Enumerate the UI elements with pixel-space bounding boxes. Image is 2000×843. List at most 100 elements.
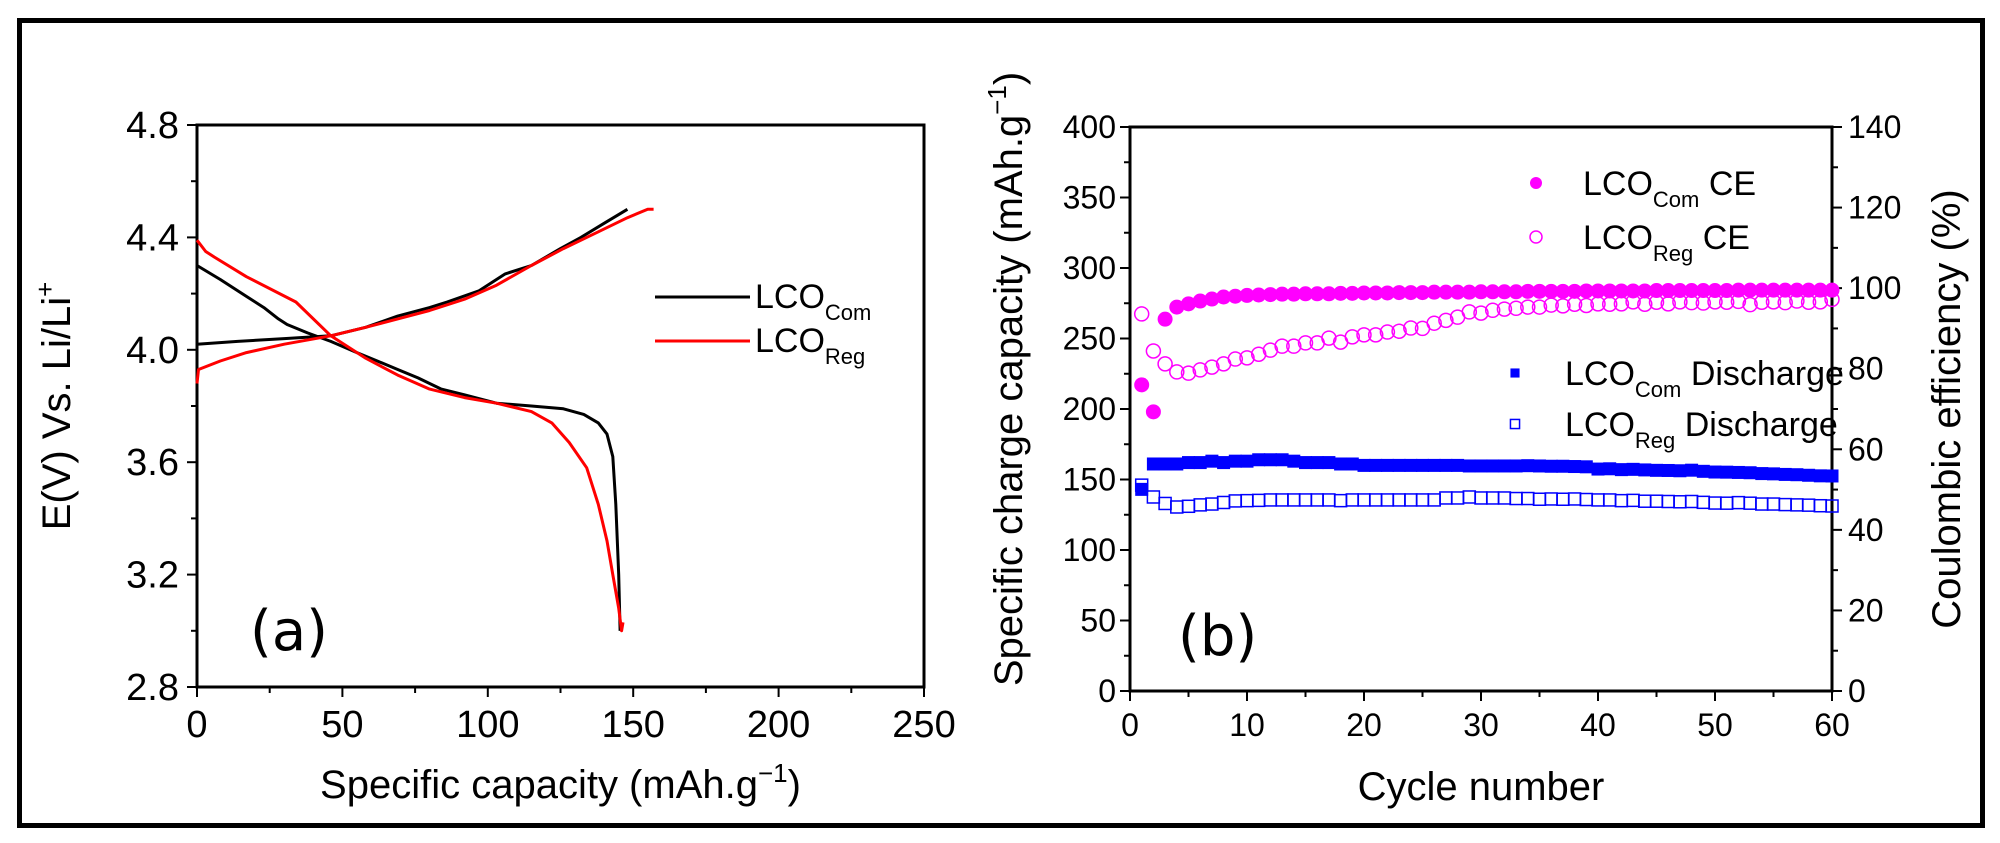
- data-point: [1450, 491, 1465, 505]
- y-tick-label: 4.8: [126, 105, 179, 147]
- data-point: [1520, 299, 1536, 315]
- data-point: [1755, 497, 1769, 511]
- y-right-tick-label: 140: [1848, 109, 1901, 145]
- data-point: [1661, 463, 1675, 477]
- data-point: [1591, 493, 1605, 507]
- data-point: [1708, 496, 1722, 510]
- data-point: [1379, 324, 1396, 340]
- data-point: [1486, 459, 1500, 473]
- legend-marker: [1530, 177, 1542, 189]
- data-point: [1521, 491, 1535, 506]
- x-tick-label: 250: [892, 704, 955, 746]
- data-point: [1450, 284, 1466, 300]
- data-point: [1590, 283, 1606, 299]
- x-tick-label: 100: [456, 704, 519, 746]
- data-point: [1695, 283, 1711, 299]
- data-point: [1591, 462, 1605, 476]
- data-point: [1344, 285, 1360, 301]
- data-point: [1708, 465, 1722, 479]
- data-point: [1521, 459, 1535, 473]
- data-point: [1274, 338, 1290, 354]
- data-point: [1392, 458, 1406, 472]
- data-point: [1170, 500, 1184, 514]
- data-point: [1356, 327, 1372, 343]
- data-point: [1685, 463, 1699, 477]
- data-point: [1216, 495, 1231, 510]
- x-tick-label: 60: [1814, 707, 1850, 743]
- data-point: [1380, 493, 1395, 507]
- x-tick-label: 50: [321, 704, 363, 746]
- data-point: [1157, 356, 1173, 372]
- data-point: [1648, 294, 1665, 310]
- x-tick-label: 20: [1346, 707, 1382, 743]
- data-point: [1250, 346, 1267, 362]
- data-point: [1672, 283, 1688, 299]
- data-point: [1790, 468, 1804, 482]
- data-point: [1157, 311, 1173, 327]
- data-point: [1462, 459, 1476, 473]
- data-point: [1812, 294, 1829, 310]
- data-point: [1368, 493, 1383, 507]
- data-point: [1743, 466, 1757, 480]
- data-point: [1567, 492, 1582, 506]
- y-right-tick-label: 120: [1848, 190, 1901, 226]
- data-point: [1392, 493, 1406, 507]
- data-point: [1321, 286, 1337, 302]
- panel-b-right-y-ticks: 0 20 40 60 80 100 120 140: [1832, 109, 1901, 709]
- data-point: [1673, 495, 1687, 509]
- panel-b-x-ticks: 0 10 20 30 40 50 60: [1121, 691, 1850, 743]
- x-tick-label: 50: [1697, 707, 1733, 743]
- data-point: [1334, 457, 1348, 471]
- data-point: [1322, 456, 1336, 470]
- data-point: [1742, 282, 1758, 298]
- series-line-lco-com-charge: [196, 208, 629, 346]
- data-point: [1133, 306, 1150, 322]
- panel-b-right-y-axis-title: Coulombic efficiency (%): [1925, 189, 1969, 628]
- data-point: [1287, 493, 1301, 507]
- data-point: [1696, 495, 1711, 510]
- data-point: [1169, 364, 1185, 380]
- data-point: [1497, 491, 1512, 505]
- data-point: [1813, 469, 1827, 483]
- data-point: [1801, 282, 1817, 298]
- data-point: [1555, 283, 1571, 299]
- data-point: [1263, 453, 1277, 467]
- data-point: [1181, 499, 1196, 514]
- data-point: [1170, 457, 1184, 471]
- data-point: [1754, 294, 1770, 310]
- data-point: [1474, 459, 1488, 473]
- data-point: [1439, 458, 1453, 472]
- y-tick-label: 4.4: [126, 217, 179, 259]
- data-point: [1755, 467, 1769, 481]
- y-tick-label: 4.0: [126, 330, 179, 372]
- panel-b-legend: LCOCom CE LCOReg CE LCOCom DischargeLCOReg…: [1509, 165, 1844, 453]
- data-point: [1344, 329, 1361, 345]
- data-point: [1357, 458, 1371, 472]
- data-point: [1660, 283, 1676, 299]
- data-point: [1603, 462, 1617, 476]
- data-point: [1275, 453, 1289, 467]
- data-point: [1193, 456, 1207, 470]
- data-point: [1485, 284, 1501, 300]
- y-right-tick-label: 100: [1848, 270, 1901, 306]
- data-point: [1578, 297, 1595, 314]
- data-point: [1544, 459, 1558, 473]
- data-point: [1462, 490, 1477, 504]
- data-point: [1193, 498, 1207, 512]
- y-tick-label: 350: [1063, 180, 1116, 216]
- data-point: [1578, 283, 1594, 299]
- data-point: [1158, 457, 1172, 471]
- data-point: [1204, 359, 1220, 375]
- data-point: [1673, 464, 1687, 478]
- data-point: [1556, 459, 1570, 473]
- y-right-tick-label: 0: [1848, 673, 1866, 709]
- data-point: [1262, 342, 1279, 358]
- data-point: [1672, 294, 1688, 310]
- data-point: [1379, 285, 1395, 301]
- data-point: [1239, 287, 1255, 303]
- data-point: [1638, 494, 1652, 508]
- data-point: [1730, 282, 1746, 298]
- y-tick-label: 0: [1098, 673, 1116, 709]
- data-point: [1532, 492, 1547, 506]
- data-point: [1520, 283, 1536, 299]
